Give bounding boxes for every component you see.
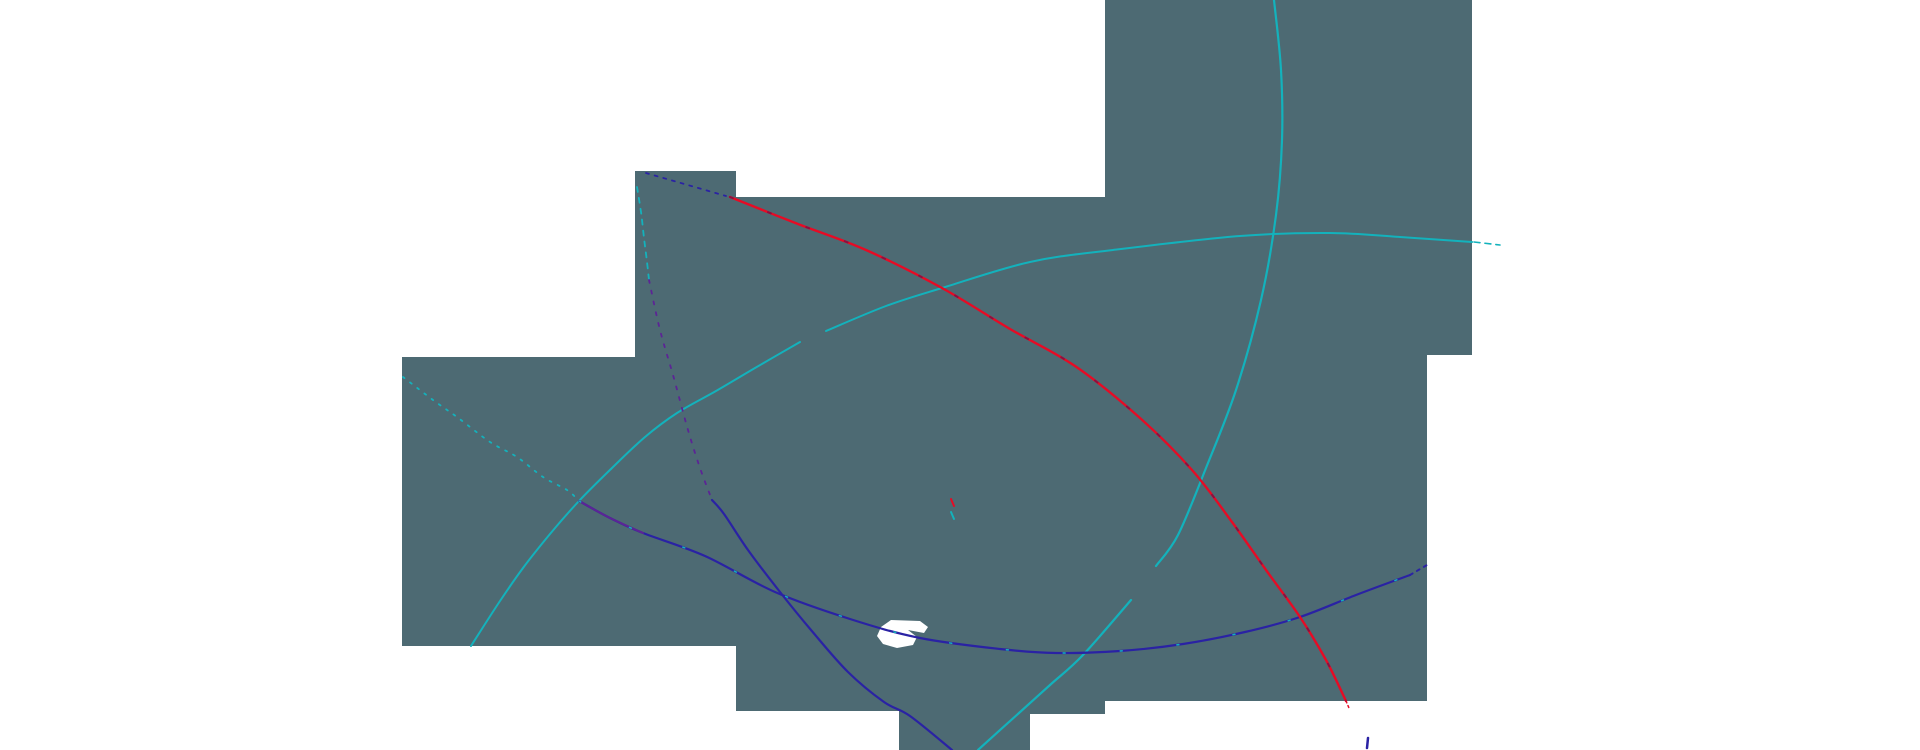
tracks-layer bbox=[402, 0, 1501, 750]
red-orbit-dark-specks bbox=[729, 196, 1347, 702]
cyan-orbit-east-lower bbox=[976, 598, 1133, 750]
stray-navy-dash-on-white bbox=[1365, 736, 1370, 750]
navy-orbit-steep-main bbox=[710, 498, 954, 750]
cyan-orbit-east-upper bbox=[1154, 0, 1284, 568]
ocean-region bbox=[402, 0, 1472, 750]
cyan-orbit-flat-left bbox=[470, 341, 801, 647]
navy-orbit-long-dotted-tail bbox=[402, 376, 579, 501]
ocean-layer bbox=[402, 0, 1472, 750]
red-orbit-tip-dot bbox=[1345, 700, 1350, 709]
cyan-orbit-flat-right bbox=[825, 231, 1473, 332]
navy-orbit-long-dotted-end bbox=[1409, 564, 1428, 576]
stray-cyan-speck bbox=[950, 511, 955, 520]
navy-orbit-long-main bbox=[577, 499, 1412, 655]
navy-orbit-steep-cyan-dashes bbox=[636, 186, 650, 281]
navy-orbit-long-purple-head bbox=[578, 500, 644, 534]
stray-red-speck bbox=[950, 498, 955, 507]
navy-orbit-steep-purple-dots bbox=[648, 279, 713, 501]
cyan-orbit-flat-white-dashes bbox=[1473, 241, 1501, 246]
